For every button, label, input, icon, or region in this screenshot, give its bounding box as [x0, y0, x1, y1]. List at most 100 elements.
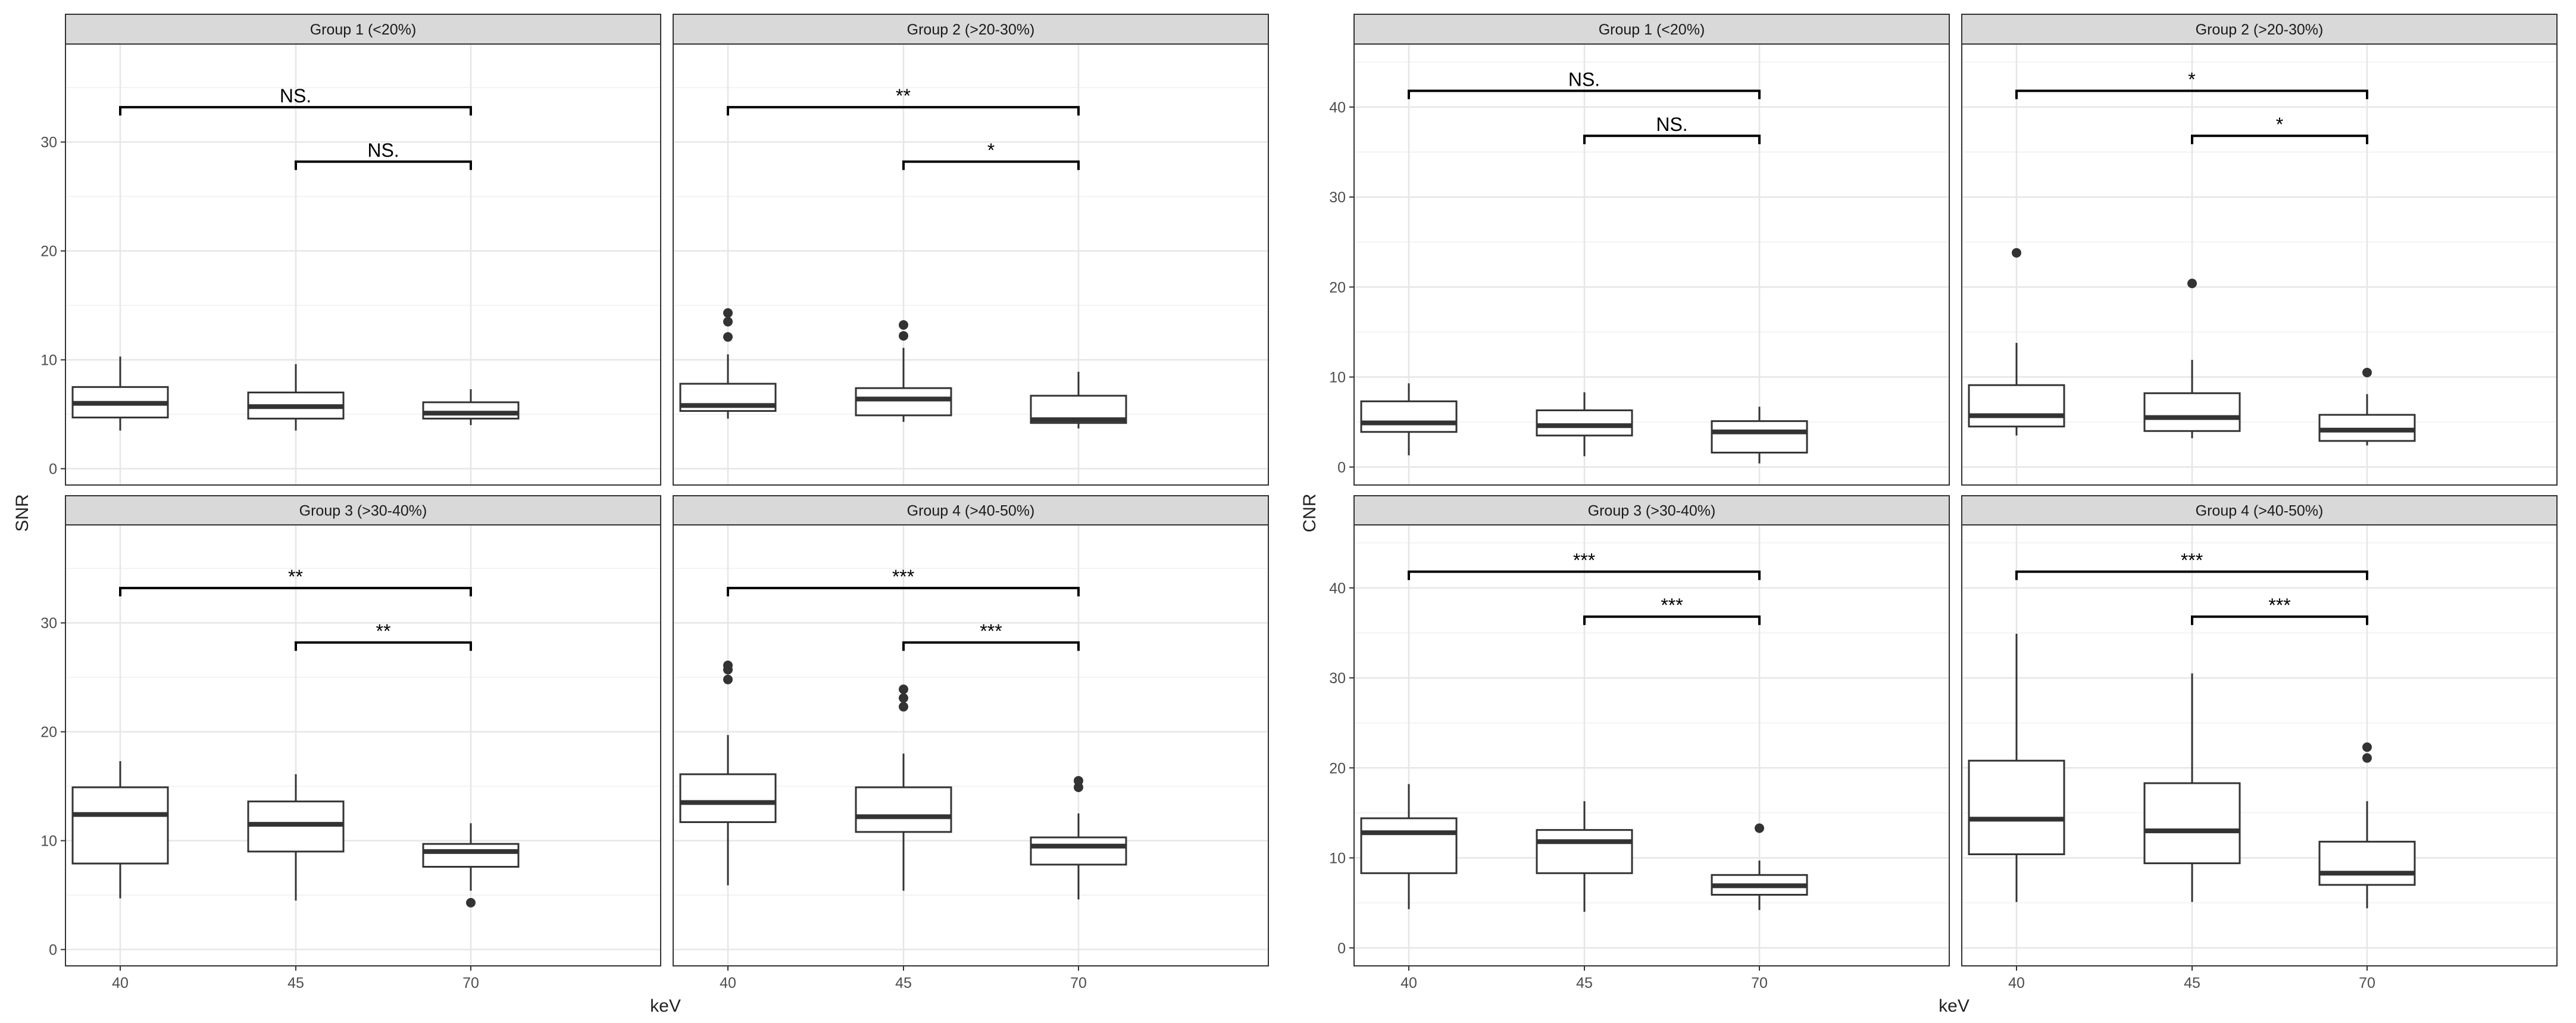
outlier-point — [2362, 753, 2372, 763]
bracket-line — [2191, 134, 2368, 145]
x-tick-label: 70 — [1751, 975, 1768, 991]
box-45 — [247, 774, 345, 901]
right-panels: Group 1 (<20%) NS. NS. 0 10 20 30 40 Group 2 (>2… — [1329, 14, 2558, 991]
outlier-point — [899, 684, 908, 694]
y-tick-label: 20 — [1329, 760, 1346, 777]
significance-bracket: ** — [119, 566, 472, 597]
left-y-axis-title: SNR — [12, 494, 32, 531]
bracket-line — [295, 160, 472, 170]
box-70 — [422, 389, 520, 426]
bracket-line — [119, 587, 472, 597]
box-iqr — [855, 387, 952, 417]
significance-label: ** — [288, 566, 303, 587]
significance-bracket: ** — [295, 621, 472, 651]
facet-title: Group 3 (>30-40%) — [1588, 503, 1716, 520]
significance-label: ** — [896, 85, 911, 107]
box-40 — [1968, 248, 2065, 436]
facet-strip — [1961, 495, 2558, 525]
left-panels: Group 1 (<20%) NS. NS. 0 10 20 30 Group 2 (>20-… — [40, 14, 1269, 991]
y-tick-label: 10 — [40, 833, 57, 850]
left-x-axis-title: keV — [650, 996, 681, 1016]
significance-label: NS. — [367, 140, 399, 161]
outlier-point — [723, 661, 733, 671]
outlier-point — [2187, 279, 2197, 289]
x-tick-label: 45 — [895, 975, 912, 991]
outlier-point — [2012, 248, 2021, 258]
box-70 — [1711, 823, 1808, 911]
facet-title: Group 2 (>20-30%) — [907, 21, 1035, 38]
box-iqr — [2143, 782, 2241, 865]
box-70 — [2318, 367, 2416, 446]
y-tick-label: 40 — [1329, 580, 1346, 597]
y-tick-label: 0 — [49, 461, 57, 478]
x-tick-label: 40 — [1400, 975, 1417, 991]
outlier-point — [723, 308, 733, 318]
y-tick-label: 10 — [40, 352, 57, 369]
box-iqr — [2318, 840, 2416, 886]
x-tick-label: 70 — [2359, 975, 2375, 991]
facet-strip — [1961, 14, 2558, 45]
significance-label: * — [2276, 114, 2283, 135]
box-70 — [2318, 742, 2416, 909]
box-40 — [679, 308, 777, 419]
significance-bracket: *** — [902, 621, 1080, 651]
box-40 — [1968, 633, 2065, 902]
significance-bracket: * — [2015, 69, 2368, 99]
bracket-line — [2191, 615, 2368, 625]
panel-border — [65, 43, 661, 486]
box-45 — [2143, 279, 2241, 439]
panel-background — [65, 525, 661, 966]
box-40 — [71, 761, 169, 899]
outlier-point — [899, 702, 908, 712]
outlier-point — [1074, 782, 1083, 792]
box-iqr — [855, 786, 952, 833]
significance-bracket: *** — [2015, 550, 2368, 580]
significance-label: *** — [2268, 595, 2290, 616]
box-45 — [1536, 801, 1633, 912]
box-iqr — [1360, 817, 1458, 874]
y-tick-label: 20 — [40, 724, 57, 741]
significance-label: *** — [1661, 595, 1683, 616]
outlier-point — [2362, 742, 2372, 752]
box-45 — [1536, 392, 1633, 456]
bracket-line — [902, 641, 1080, 651]
significance-label: NS. — [1656, 114, 1687, 135]
outlier-point — [899, 331, 908, 341]
facet-panel: Group 3 (>30-40%) ** ** 0 10 20 30 40 45 70 — [40, 495, 661, 991]
facet-title: Group 4 (>40-50%) — [2196, 503, 2324, 520]
significance-bracket: NS. — [295, 140, 472, 170]
bracket-line — [119, 106, 472, 116]
box-iqr — [1536, 829, 1633, 874]
x-tick-label: 45 — [1576, 975, 1593, 991]
facet-panel: Group 3 (>30-40%) *** *** 0 10 20 30 40 40 45 70 — [1329, 495, 1950, 991]
panel-border — [673, 43, 1269, 486]
box-iqr — [2143, 392, 2241, 432]
box-iqr — [1968, 384, 2065, 428]
significance-label: * — [987, 140, 995, 161]
panel-border — [673, 524, 1269, 966]
box-70 — [1030, 371, 1127, 428]
right-y-axis-title: CNR — [1300, 494, 1320, 533]
significance-bracket: * — [902, 140, 1080, 170]
bracket-line — [727, 106, 1080, 116]
outlier-point — [899, 693, 908, 703]
left-figure: SNR keV Group 1 (<20%)NS.NS.0102030Group… — [12, 14, 1269, 1016]
facet-strip — [673, 14, 1269, 45]
bracket-line — [1583, 615, 1761, 625]
outlier-point — [1755, 823, 1764, 833]
facet-panel: Group 1 (<20%) NS. NS. 0 10 20 30 — [40, 14, 661, 486]
significance-label: NS. — [280, 85, 311, 107]
box-iqr — [1536, 409, 1633, 437]
bracket-line — [295, 641, 472, 651]
x-tick-label: 40 — [720, 975, 736, 991]
bracket-line — [727, 587, 1080, 597]
facet-strip — [1353, 14, 1950, 45]
x-tick-label: 40 — [112, 975, 129, 991]
box-70 — [1711, 406, 1808, 464]
box-40 — [679, 661, 777, 886]
y-tick-label: 0 — [1337, 459, 1346, 476]
panel-background — [673, 44, 1268, 485]
significance-bracket: NS. — [1583, 114, 1761, 145]
box-iqr — [1030, 836, 1127, 866]
